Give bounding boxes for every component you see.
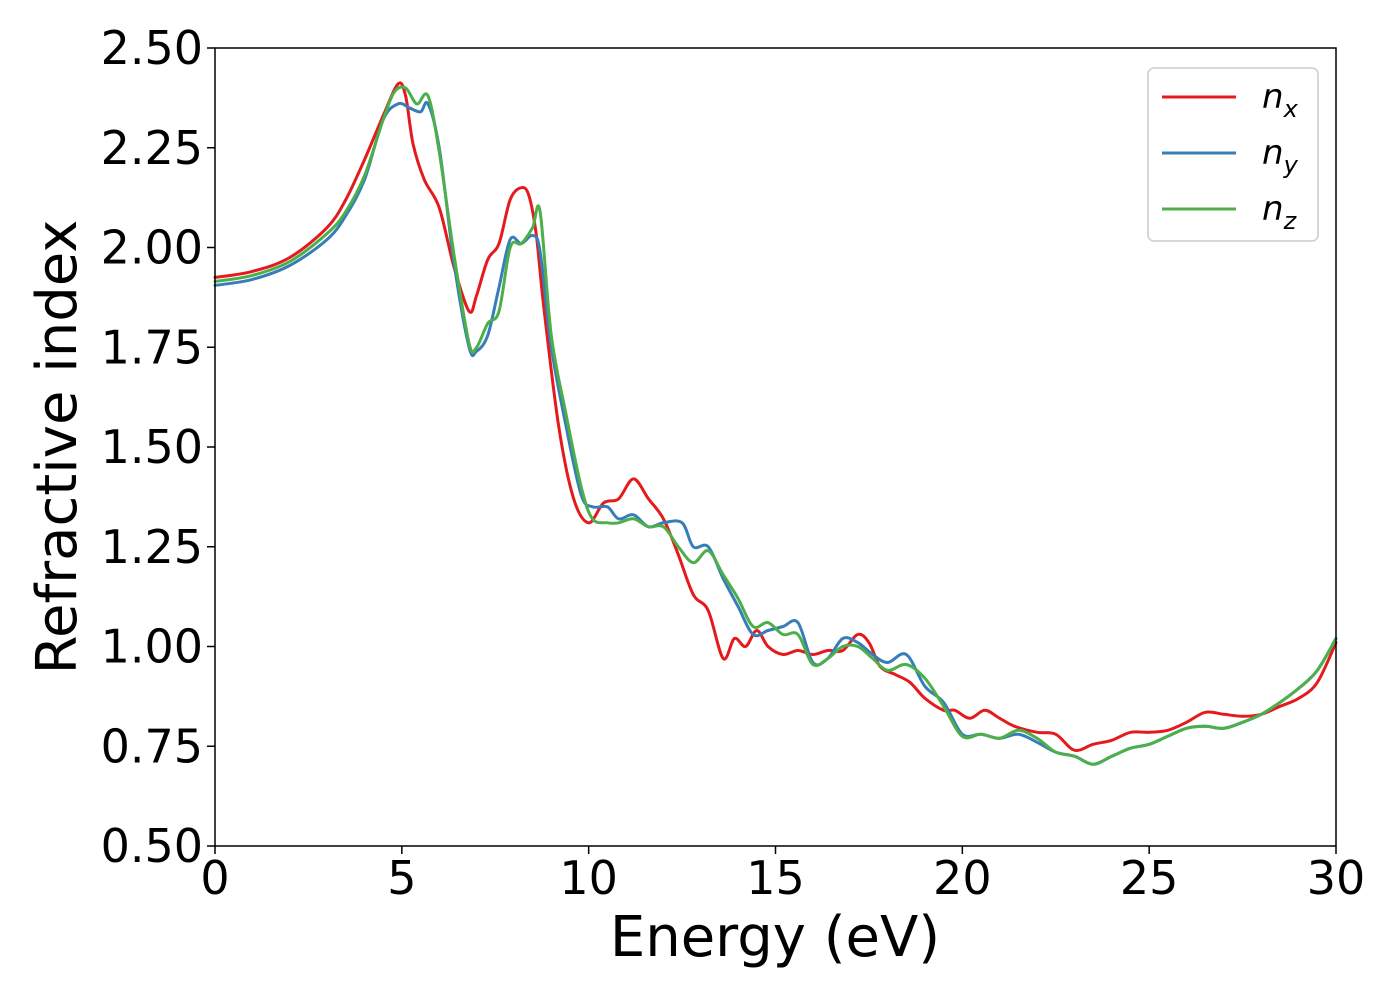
y-axis-ticks: 0.50 0.75 1.00 1.25 1.50 1.75 2.00 2.25 2.50 <box>101 21 215 873</box>
x-axis-title: Energy (eV) <box>610 905 940 970</box>
x-tick-label: 20 <box>933 851 992 905</box>
x-tick-label: 15 <box>746 851 805 905</box>
x-tick-label: 5 <box>387 851 416 905</box>
x-tick-label: 25 <box>1120 851 1179 905</box>
x-tick-label: 30 <box>1307 851 1366 905</box>
legend: nx ny nz <box>1147 67 1319 242</box>
y-tick-label: 2.50 <box>101 21 203 75</box>
y-tick-label: 0.50 <box>101 819 203 873</box>
y-tick-label: 2.00 <box>101 221 203 275</box>
x-tick-label: 10 <box>559 851 618 905</box>
legend-label-z: nz <box>1262 189 1298 235</box>
legend-label-y: ny <box>1262 133 1299 179</box>
x-axis-ticks: 0 5 10 15 20 25 30 <box>200 846 1365 905</box>
legend-label-x: nx <box>1262 77 1299 123</box>
series-layer <box>213 81 1338 766</box>
series-line-z <box>213 85 1338 766</box>
y-tick-label: 1.25 <box>101 520 203 574</box>
y-tick-label: 0.75 <box>101 719 203 773</box>
y-tick-label: 1.50 <box>101 420 203 474</box>
x-tick-label: 0 <box>200 851 229 905</box>
y-tick-label: 1.00 <box>101 620 203 674</box>
y-tick-label: 1.75 <box>101 320 203 374</box>
y-axis-title: Refractive index <box>25 220 90 675</box>
y-tick-label: 2.25 <box>101 121 203 175</box>
